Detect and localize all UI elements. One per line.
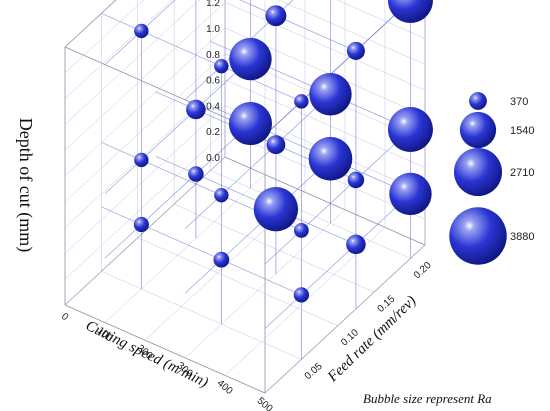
grid-line: [64, 0, 200, 125]
grid-line: [224, 1, 426, 91]
z-tick-label: 1.0: [206, 24, 220, 35]
drop-line: [239, 0, 357, 52]
bubble-point: [214, 187, 229, 203]
legend-bubble: [449, 207, 507, 265]
bubble-point: [308, 136, 353, 181]
bubbles: [133, 0, 433, 303]
bubble-point: [388, 0, 433, 23]
z-axis-title: Depth of cut (mm): [15, 118, 36, 252]
bubble-point: [346, 234, 366, 255]
legend-label: 1540: [510, 125, 534, 137]
y-tick-label: 0.20: [412, 260, 434, 281]
legend-bubble: [459, 111, 497, 149]
box-edge: [224, 156, 426, 246]
bubble-point: [228, 102, 272, 146]
grid-line: [64, 105, 226, 254]
bubble-point: [213, 251, 230, 268]
z-tick-label: 0.2: [206, 127, 220, 138]
x-tick-label: 0: [59, 311, 71, 323]
bubble-point: [134, 152, 149, 168]
grid-line: [173, 203, 375, 293]
x-tick-label: 400: [215, 378, 235, 397]
drop-line: [104, 0, 176, 65]
grid-line: [278, 0, 426, 65]
grid-line: [64, 2, 226, 151]
x-tick-label: 500: [255, 396, 275, 411]
bubble-point: [134, 23, 149, 39]
grid-line: [264, 244, 426, 394]
bubble-point: [346, 41, 365, 60]
bubble-point: [214, 58, 229, 74]
drop-line: [101, 13, 302, 102]
grid-line: [64, 0, 145, 73]
bubble-point: [387, 106, 433, 152]
legend-bubble: [469, 92, 487, 110]
box-edge: [64, 0, 117, 48]
bubble-point: [389, 172, 432, 216]
bubble-point: [188, 166, 204, 182]
chart-caption: Bubble size represent Ra: [363, 391, 492, 406]
bubble-point: [309, 73, 352, 116]
bubble-point: [229, 37, 272, 81]
y-axis-title: Feed rate (mm/rev): [324, 293, 419, 386]
bubble-point: [133, 216, 149, 233]
legend: 370 1540 2710 3880: [449, 92, 534, 265]
grid-line: [184, 209, 346, 358]
z-tick-label: 0.8: [206, 50, 220, 61]
bubble-point: [186, 99, 206, 120]
bubble-point: [347, 171, 365, 189]
grid-line: [64, 131, 226, 280]
grid-line: [64, 0, 172, 99]
grid-line: [101, 271, 302, 360]
z-tick-label: 0.0: [206, 153, 220, 164]
grid-line: [64, 53, 226, 202]
legend-label: 370: [510, 96, 528, 108]
z-tick-label: 1.2: [206, 0, 220, 9]
bubble-point: [253, 187, 299, 232]
x-axis-title: Cutting speed (m/min): [83, 318, 211, 391]
grid-line: [224, 79, 426, 168]
bubble-point: [294, 94, 309, 109]
grid-line: [137, 237, 338, 326]
bubble-point: [265, 5, 287, 27]
y-tick-label: 0.05: [303, 361, 325, 382]
legend-label: 2710: [510, 167, 534, 179]
box-edge: [64, 304, 266, 394]
bubble-point: [266, 135, 286, 155]
grid-line: [210, 170, 411, 259]
drop-line: [184, 0, 294, 101]
bubble-point: [293, 287, 310, 303]
grid-line: [336, 0, 426, 39]
z-tick-label: 0.4: [206, 101, 220, 112]
z-tick-label: 0.6: [206, 76, 220, 87]
legend-bubble: [453, 147, 503, 197]
bubble-point: [293, 222, 309, 238]
grid-line: [104, 174, 266, 323]
grid-line: [64, 27, 226, 177]
legend-label: 3880: [510, 231, 534, 243]
